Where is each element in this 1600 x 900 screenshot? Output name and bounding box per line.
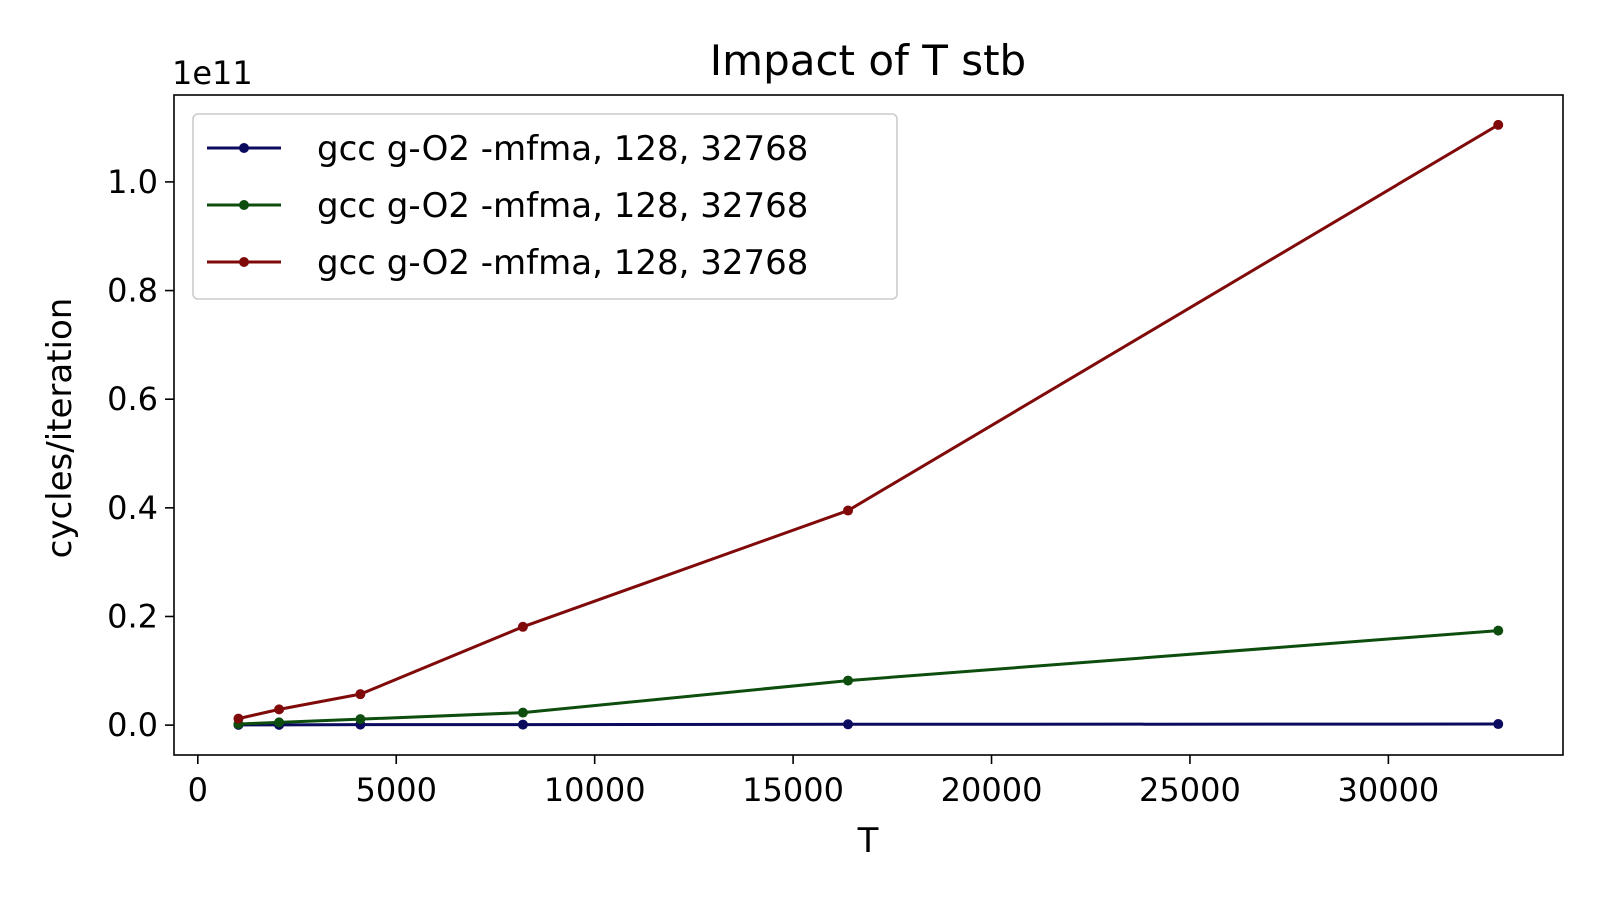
x-tick-label: 30000 [1337,771,1439,809]
legend-marker-swatch [239,200,249,210]
x-tick-label: 25000 [1139,771,1241,809]
legend-box [192,113,898,300]
data-point [233,713,244,724]
data-point [1493,119,1504,130]
series-layer [233,119,1504,730]
y-axis-offset-label: 1e11 [172,54,253,92]
y-tick-label: 1.0 [107,163,158,201]
series-1 [233,719,1504,730]
data-point [843,675,854,686]
legend-marker-swatch [239,143,249,153]
x-tick-label: 10000 [544,771,646,809]
x-axis-label: T [857,821,879,861]
x-tick-label: 5000 [356,771,437,809]
data-point [355,689,366,700]
y-axis-label: cycles/iteration [40,298,80,559]
data-point [274,704,285,715]
legend-item: gcc g-O2 -mfma, 128, 32768 [207,243,808,283]
y-tick-label: 0.4 [107,489,158,527]
chart-title: Impact of T stb [710,36,1026,85]
data-point [1493,719,1504,730]
plot-area-frame [173,94,1564,756]
data-point [843,505,854,516]
series-line [238,722,1499,727]
data-point [1493,625,1504,636]
y-tick-label: 0.8 [107,272,158,310]
series-line [238,629,1499,726]
y-axis-ticks: 0.0 0.2 0.4 0.6 0.8 1.0 [107,163,174,744]
legend-label: gcc g-O2 -mfma, 128, 32768 [317,186,808,226]
data-point [517,719,528,730]
y-tick-label: 0.6 [107,380,158,418]
y-tick-label: 0.0 [107,706,158,744]
data-point [843,719,854,730]
data-point [517,707,528,718]
x-tick-label: 0 [188,771,208,809]
data-point [517,621,528,632]
data-point [355,714,366,725]
data-point [274,717,285,728]
legend-label: gcc g-O2 -mfma, 128, 32768 [317,129,808,169]
series-2 [233,625,1504,730]
x-axis-ticks: 0 5000 10000 15000 20000 25000 30000 [188,755,1439,809]
series-line [238,123,1499,721]
y-tick-label: 0.2 [107,597,158,635]
series-3 [233,119,1504,724]
legend-label: gcc g-O2 -mfma, 128, 32768 [317,243,808,283]
x-tick-label: 20000 [941,771,1043,809]
legend: gcc g-O2 -mfma, 128, 32768 gcc g-O2 -mfma… [192,113,898,300]
x-tick-label: 15000 [742,771,844,809]
legend-marker-swatch [239,257,249,267]
legend-item: gcc g-O2 -mfma, 128, 32768 [207,129,808,169]
legend-item: gcc g-O2 -mfma, 128, 32768 [207,186,808,226]
